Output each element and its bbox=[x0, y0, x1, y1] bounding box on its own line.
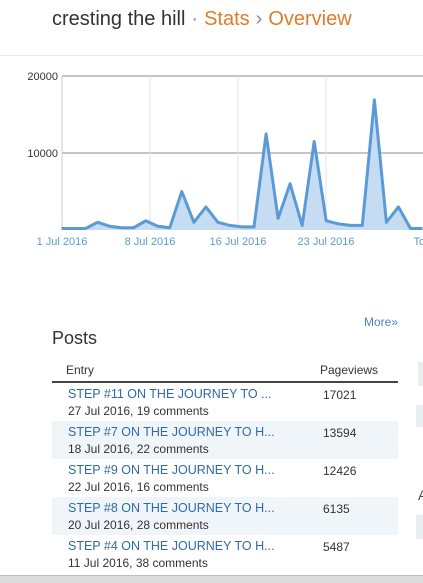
x-tick-label: Toc bbox=[413, 236, 423, 248]
post-meta: 20 Jul 2016, 28 comments bbox=[68, 518, 209, 532]
x-tick-label: 23 Jul 2016 bbox=[298, 236, 355, 248]
breadcrumb-arrow: › bbox=[255, 8, 263, 30]
post-meta: 11 Jul 2016, 38 comments bbox=[68, 556, 208, 570]
y-tick-label: 10000 bbox=[27, 148, 58, 160]
table-row: STEP #7 ON THE JOURNEY TO H... 18 Jul 20… bbox=[52, 421, 398, 459]
post-link[interactable]: STEP #4 ON THE JOURNEY TO H... bbox=[68, 539, 275, 553]
post-meta: 18 Jul 2016, 22 comments bbox=[68, 442, 209, 456]
breadcrumb-stats[interactable]: Stats bbox=[204, 8, 250, 30]
post-pageviews: 13594 bbox=[323, 426, 357, 440]
page-header: cresting the hill · Stats › Overview bbox=[0, 0, 423, 56]
post-pageviews: 17021 bbox=[323, 388, 357, 402]
panel-fragment bbox=[418, 362, 423, 386]
chart-svg: 20000 10000 1 Jul 2016 8 Jul 2016 16 Jul 201… bbox=[27, 71, 423, 248]
table-row: STEP #11 ON THE JOURNEY TO ... 27 Jul 20… bbox=[52, 383, 398, 421]
breadcrumb-overview: Overview bbox=[268, 8, 352, 30]
table-row: STEP #4 ON THE JOURNEY TO H... 11 Jul 20… bbox=[52, 535, 398, 573]
posts-table: Entry Pageviews STEP #11 ON THE JOURNEY … bbox=[52, 361, 398, 573]
more-link[interactable]: More» bbox=[364, 315, 399, 329]
pageviews-chart[interactable]: 20000 10000 1 Jul 2016 8 Jul 2016 16 Jul 201… bbox=[0, 56, 423, 266]
site-name[interactable]: cresting the hill bbox=[52, 8, 186, 30]
post-pageviews: 5487 bbox=[323, 540, 350, 554]
panel-heading-fragment: A bbox=[418, 487, 423, 503]
post-meta: 22 Jul 2016, 16 comments bbox=[68, 480, 209, 494]
series-line bbox=[61, 98, 423, 230]
post-link[interactable]: STEP #9 ON THE JOURNEY TO H... bbox=[68, 463, 275, 477]
post-meta: 27 Jul 2016, 19 comments bbox=[68, 404, 209, 418]
post-link[interactable]: STEP #8 ON THE JOURNEY TO H... bbox=[68, 501, 275, 515]
table-row: STEP #9 ON THE JOURNEY TO H... 22 Jul 20… bbox=[52, 459, 398, 497]
right-panel-edge: A bbox=[412, 0, 423, 582]
x-tick-label: 1 Jul 2016 bbox=[37, 236, 88, 248]
posts-heading: Posts bbox=[52, 328, 98, 348]
panel-fragment bbox=[416, 405, 423, 427]
window-bottom-edge bbox=[0, 575, 423, 583]
panel-fragment bbox=[416, 515, 423, 539]
y-tick-label: 20000 bbox=[27, 71, 58, 83]
title-separator: · bbox=[191, 8, 199, 30]
column-entry: Entry bbox=[66, 363, 95, 377]
post-pageviews: 12426 bbox=[323, 464, 357, 478]
post-link[interactable]: STEP #11 ON THE JOURNEY TO ... bbox=[68, 387, 272, 401]
page-title: cresting the hill · Stats › Overview bbox=[52, 8, 352, 31]
x-tick-label: 8 Jul 2016 bbox=[125, 236, 176, 248]
x-tick-label: 16 Jul 2016 bbox=[210, 236, 267, 248]
table-row: STEP #8 ON THE JOURNEY TO H... 20 Jul 20… bbox=[52, 497, 398, 535]
post-link[interactable]: STEP #7 ON THE JOURNEY TO H... bbox=[68, 425, 275, 439]
column-pageviews: Pageviews bbox=[320, 363, 379, 377]
post-pageviews: 6135 bbox=[323, 502, 350, 516]
table-header: Entry Pageviews bbox=[52, 361, 398, 383]
